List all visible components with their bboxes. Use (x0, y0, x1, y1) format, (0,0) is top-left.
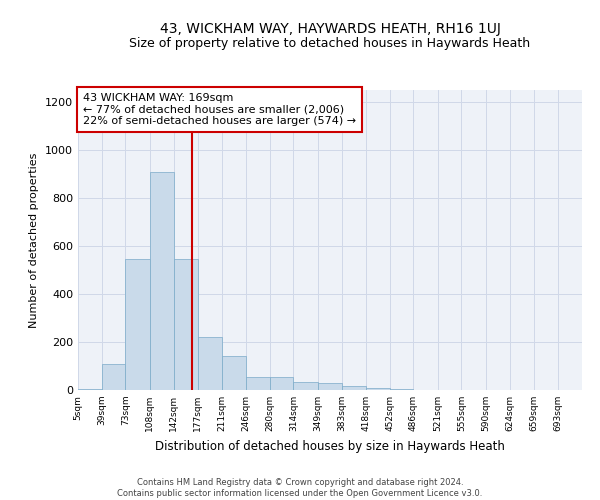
Bar (318, 383, 341, 390)
Text: Size of property relative to detached houses in Haywards Heath: Size of property relative to detached ho… (130, 38, 530, 51)
Y-axis label: Number of detached properties: Number of detached properties (29, 152, 40, 328)
Text: 43, WICKHAM WAY, HAYWARDS HEATH, RH16 1UJ: 43, WICKHAM WAY, HAYWARDS HEATH, RH16 1U… (160, 22, 500, 36)
X-axis label: Distribution of detached houses by size in Haywards Heath: Distribution of detached houses by size … (155, 440, 505, 452)
Bar (221, 356, 246, 390)
Text: 43 WICKHAM WAY: 169sqm
← 77% of detached houses are smaller (2,006)
22% of semi-: 43 WICKHAM WAY: 169sqm ← 77% of detached… (83, 93, 356, 126)
Text: Contains HM Land Registry data © Crown copyright and database right 2024.
Contai: Contains HM Land Registry data © Crown c… (118, 478, 482, 498)
Bar (293, 382, 318, 390)
Bar (173, 259, 198, 390)
Bar (125, 259, 150, 390)
Bar (366, 388, 389, 390)
Bar (78, 389, 102, 390)
Bar (150, 172, 173, 390)
Bar (246, 377, 270, 390)
Bar (341, 386, 366, 390)
Bar (198, 337, 221, 390)
Bar (270, 377, 293, 390)
Bar (389, 389, 413, 390)
Bar (102, 364, 125, 390)
